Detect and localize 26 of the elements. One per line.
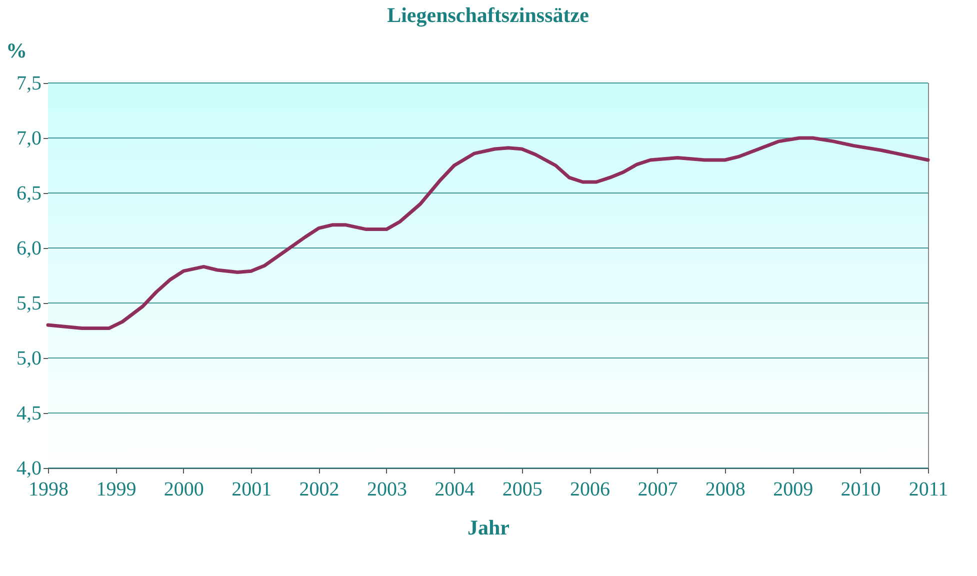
x-tick-label: 2010 (840, 478, 881, 500)
x-tick-label: 2007 (638, 478, 678, 500)
y-tick-label: 5,0 (16, 348, 42, 370)
x-tick-label: 2001 (232, 478, 272, 500)
x-tick-label: 2011 (908, 478, 948, 500)
x-tick-label: 2004 (434, 478, 475, 500)
y-tick-label: 7,0 (16, 128, 42, 150)
y-tick-label: 4,5 (16, 402, 42, 424)
x-tick-label: 2006 (570, 478, 610, 500)
y-tick-label: 4,0 (16, 458, 42, 480)
y-tick-label: 5,5 (16, 292, 42, 314)
x-tick-label: 1999 (96, 478, 136, 500)
x-tick-label: 1998 (28, 478, 68, 500)
x-axis-title: Jahr (468, 516, 510, 540)
y-tick-label: 6,0 (16, 238, 42, 260)
y-tick-label: 6,5 (16, 182, 42, 204)
x-tick-label: 2009 (773, 478, 814, 500)
x-tick-label: 2003 (366, 478, 407, 500)
x-tick-label: 2005 (502, 478, 542, 500)
x-tick-label: 2002 (299, 478, 340, 500)
y-tick-label: 7,5 (16, 72, 42, 94)
line-series (46, 136, 930, 330)
x-tick-label: 2008 (705, 478, 746, 500)
x-tick-label: 2000 (164, 478, 204, 500)
y-axis-title: % (6, 38, 27, 62)
chart-title: Liegenschaftszinssätze (387, 3, 589, 27)
